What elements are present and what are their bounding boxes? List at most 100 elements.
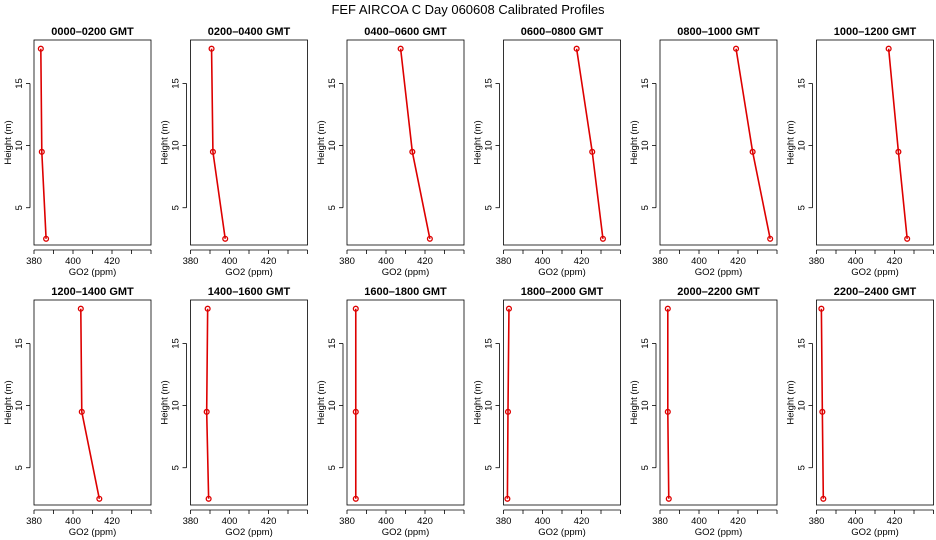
y-tick-label: 15 — [640, 338, 651, 349]
profile-point — [818, 305, 825, 312]
x-tick-label: 380 — [496, 516, 512, 527]
x-tick-label: 420 — [574, 516, 590, 527]
profile-point — [38, 148, 45, 155]
x-tick-label: 380 — [183, 256, 199, 267]
profile-point — [819, 408, 826, 415]
profile-point — [208, 45, 215, 52]
plot-frame — [503, 299, 621, 506]
profile-point — [77, 305, 84, 312]
panel-title: 0400–0600 GMT — [364, 26, 447, 38]
y-tick-label: 10 — [14, 140, 25, 151]
profile-line — [575, 48, 604, 239]
profile-point — [895, 148, 902, 155]
y-tick-label: 15 — [327, 338, 338, 349]
y-tick-label: 15 — [484, 78, 495, 89]
y-tick-label: 5 — [640, 465, 651, 470]
profile-point — [203, 408, 210, 415]
profile-point — [589, 148, 596, 155]
y-tick-label: 10 — [640, 400, 651, 411]
y-axis-label: Height (m) — [160, 380, 171, 424]
x-tick-label: 400 — [65, 256, 81, 267]
x-axis-label: GO2 (ppm) — [69, 267, 117, 278]
y-tick-label: 5 — [484, 205, 495, 210]
x-tick-label: 420 — [104, 516, 120, 527]
profile-point — [820, 495, 827, 502]
profile-point — [409, 148, 416, 155]
x-axis-label: GO2 (ppm) — [69, 527, 117, 538]
y-tick-label: 15 — [797, 338, 808, 349]
x-tick-label: 380 — [339, 256, 355, 267]
plot-frame — [503, 39, 621, 246]
profile-line — [735, 48, 771, 239]
profile-point — [664, 408, 671, 415]
y-tick-label: 15 — [171, 78, 182, 89]
y-tick-label: 5 — [797, 205, 808, 210]
profile-line — [205, 308, 210, 499]
y-tick-label: 10 — [14, 400, 25, 411]
y-tick-label: 5 — [327, 205, 338, 210]
profile-point — [664, 305, 671, 312]
profile-line — [887, 48, 908, 239]
y-tick-label: 5 — [14, 205, 25, 210]
y-tick-label: 15 — [14, 338, 25, 349]
x-tick-label: 400 — [222, 256, 238, 267]
x-axis-label: GO2 (ppm) — [851, 527, 899, 538]
plot-frame — [659, 39, 778, 246]
x-tick-label: 380 — [809, 256, 825, 267]
profile-point — [426, 235, 433, 242]
x-axis-label: GO2 (ppm) — [851, 267, 899, 278]
plot-frame — [346, 299, 465, 506]
panel-title: 1400–1600 GMT — [208, 286, 291, 298]
profile-point — [204, 305, 211, 312]
profile-line — [40, 48, 47, 239]
profile-point — [749, 148, 756, 155]
y-axis-label: Height (m) — [316, 120, 327, 164]
x-axis-label: GO2 (ppm) — [225, 267, 273, 278]
x-axis-label: GO2 (ppm) — [538, 527, 586, 538]
profile-point — [397, 45, 404, 52]
panel-title: 0800–1000 GMT — [677, 26, 760, 38]
x-tick-label: 380 — [339, 516, 355, 527]
x-tick-label: 400 — [848, 516, 864, 527]
y-tick-label: 10 — [327, 140, 338, 151]
y-axis-label: Height (m) — [629, 120, 640, 164]
y-axis-label: Height (m) — [786, 120, 797, 164]
x-tick-label: 380 — [26, 516, 42, 527]
y-axis-label: Height (m) — [316, 380, 327, 424]
figure-title: FEF AIRCOA C Day 060608 Calibrated Profi… — [331, 2, 605, 17]
y-tick-label: 10 — [484, 140, 495, 151]
plot-frame — [190, 39, 308, 246]
y-axis-label: Height (m) — [3, 380, 14, 424]
profile-point — [665, 495, 672, 502]
x-tick-label: 420 — [261, 516, 277, 527]
x-axis-label: GO2 (ppm) — [382, 267, 430, 278]
x-axis-label: GO2 (ppm) — [695, 267, 743, 278]
y-tick-label: 5 — [327, 465, 338, 470]
profile-point — [732, 45, 740, 52]
y-tick-label: 10 — [171, 400, 182, 411]
y-axis-label: Height (m) — [473, 380, 484, 424]
profile-point — [885, 45, 892, 52]
y-axis-label: Height (m) — [629, 380, 640, 424]
x-tick-label: 400 — [378, 516, 394, 527]
x-tick-label: 400 — [691, 516, 707, 527]
y-tick-label: 10 — [797, 400, 808, 411]
x-tick-label: 420 — [730, 256, 746, 267]
profile-point — [352, 305, 359, 312]
x-tick-label: 380 — [26, 256, 42, 267]
x-axis-label: GO2 (ppm) — [225, 527, 273, 538]
plot-frame — [346, 39, 465, 246]
x-tick-label: 400 — [65, 516, 81, 527]
y-tick-label: 5 — [797, 465, 808, 470]
profile-line — [506, 308, 510, 499]
plot-frame — [33, 39, 152, 246]
